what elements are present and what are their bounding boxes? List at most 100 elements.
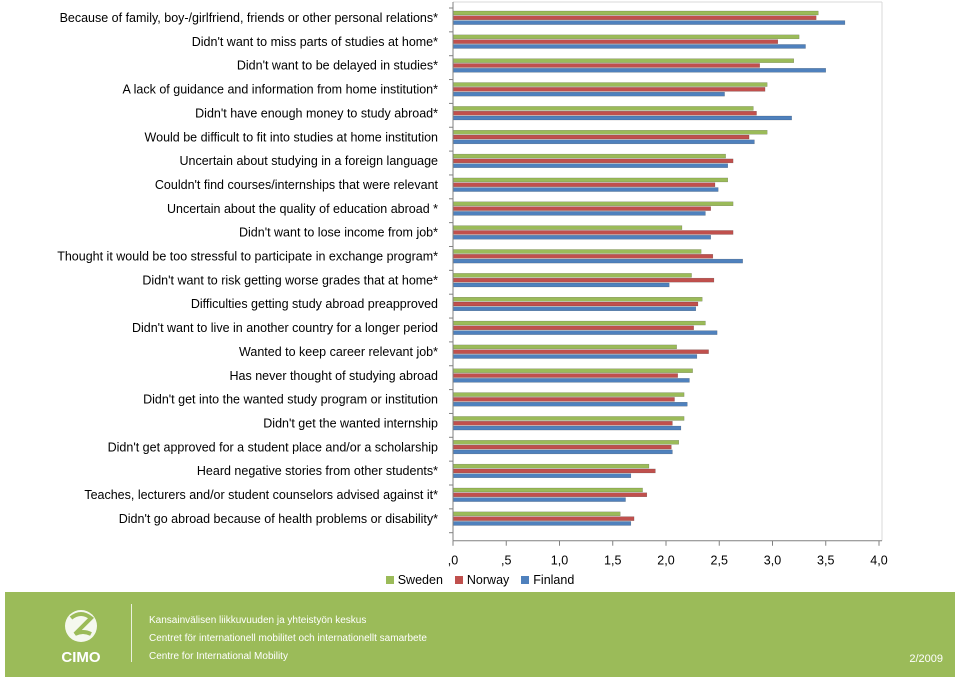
bar-norway-8	[452, 206, 711, 211]
footer-banner: CIMO Kansainvälisen liikkuvuuden ja yhte…	[5, 592, 955, 677]
category-label-0: Because of family, boy-/girlfriend, frie…	[60, 11, 439, 25]
bar-norway-21	[452, 516, 635, 521]
category-label-21: Didn't go abroad because of health probl…	[119, 512, 438, 526]
bar-finland-1	[452, 44, 806, 49]
cimo-logo-text: CIMO	[61, 649, 100, 666]
category-label-4: Didn't have enough money to study abroad…	[195, 106, 438, 120]
bar-norway-5	[452, 134, 750, 140]
bar-sweden-3	[452, 82, 768, 87]
bar-sweden-7	[452, 177, 728, 183]
bar-sweden-0	[452, 10, 819, 16]
bar-finland-5	[452, 139, 755, 145]
bar-finland-14	[452, 354, 698, 359]
bar-finland-8	[452, 211, 706, 216]
category-label-14: Wanted to keep career relevant job*	[239, 345, 438, 359]
x-tick-label-4: 2,0	[657, 554, 674, 568]
category-label-5: Would be difficult to fit into studies a…	[145, 130, 438, 144]
bar-sweden-17	[452, 416, 685, 421]
x-tick-label-2: 1,0	[551, 554, 568, 568]
footer-line-swedish: Centret för internationell mobilitet och…	[149, 633, 427, 644]
category-label-18: Didn't get approved for a student place …	[108, 440, 438, 454]
bar-sweden-12	[452, 297, 703, 302]
bar-norway-15	[452, 373, 678, 378]
category-label-7: Couldn't find courses/internships that w…	[155, 178, 439, 192]
x-tick-label-1: ,5	[501, 554, 511, 568]
bar-sweden-9	[452, 225, 683, 230]
legend-item-finland: Finland	[521, 573, 574, 587]
bar-sweden-18	[452, 440, 679, 445]
bar-sweden-4	[452, 106, 754, 111]
bar-sweden-13	[452, 320, 706, 326]
bar-finland-10	[452, 258, 743, 264]
bar-sweden-11	[452, 273, 692, 278]
bar-norway-1	[452, 39, 779, 44]
bar-finland-13	[452, 330, 718, 335]
x-tick-label-0: ,0	[448, 554, 458, 568]
bar-norway-14	[452, 349, 709, 354]
bar-sweden-1	[452, 34, 800, 40]
bar-finland-20	[452, 497, 626, 502]
legend-label-sweden: Sweden	[397, 573, 443, 587]
bar-finland-18	[452, 449, 673, 455]
x-tick-label-8: 4,0	[870, 554, 887, 568]
legend-label-norway: Norway	[466, 573, 510, 587]
bar-norway-3	[452, 87, 766, 92]
cimo-logo-icon: CIMO	[61, 610, 101, 666]
category-label-9: Didn't want to lose income from job*	[239, 226, 438, 240]
bar-sweden-14	[452, 344, 677, 350]
x-tick-label-3: 1,5	[604, 554, 621, 568]
category-label-1: Didn't want to miss parts of studies at …	[192, 35, 438, 49]
category-label-16: Didn't get into the wanted study program…	[143, 393, 438, 407]
bar-norway-12	[452, 301, 699, 307]
category-label-6: Uncertain about studying in a foreign la…	[179, 154, 438, 168]
bar-finland-6	[452, 163, 728, 168]
footer-organization: Kansainvälisen liikkuvuuden ja yhteistyö…	[149, 612, 427, 666]
bar-sweden-2	[452, 58, 794, 63]
bar-finland-16	[452, 402, 688, 407]
legend-swatch-norway	[454, 576, 463, 584]
bar-finland-3	[452, 91, 725, 97]
footer-line-finnish: Kansainvälisen liikkuvuuden ja yhteistyö…	[149, 615, 367, 626]
bar-norway-7	[452, 182, 716, 187]
cimo-logo: CIMO	[45, 604, 117, 666]
bar-sweden-19	[452, 463, 650, 469]
footer-date: 2/2009	[909, 653, 943, 665]
x-tick-label-6: 3,0	[764, 554, 781, 568]
legend-item-sweden: Sweden	[385, 573, 443, 587]
bar-norway-19	[452, 468, 656, 474]
bar-norway-20	[452, 492, 648, 497]
category-label-12: Difficulties getting study abroad preapp…	[191, 297, 438, 311]
bar-finland-2	[452, 68, 826, 73]
bar-sweden-16	[452, 392, 685, 397]
bar-sweden-20	[452, 487, 643, 493]
bar-sweden-5	[452, 130, 768, 135]
bar-sweden-15	[452, 368, 693, 373]
bar-norway-2	[452, 63, 760, 68]
category-label-8: Uncertain about the quality of education…	[167, 202, 438, 216]
bar-norway-4	[452, 110, 757, 116]
bar-norway-10	[452, 254, 714, 259]
legend-label-finland: Finland	[533, 573, 575, 587]
legend-swatch-finland	[521, 576, 530, 584]
bar-chart: Because of family, boy-/girlfriend, frie…	[57, 1, 888, 568]
bar-sweden-21	[452, 511, 621, 517]
bar-sweden-8	[452, 201, 734, 207]
category-label-17: Didn't get the wanted internship	[263, 416, 438, 430]
bar-norway-11	[452, 277, 715, 283]
category-label-11: Didn't want to risk getting worse grades…	[142, 273, 438, 287]
bar-finland-15	[452, 378, 690, 383]
bar-finland-17	[452, 425, 682, 431]
bar-sweden-6	[452, 153, 726, 159]
bar-norway-9	[452, 230, 734, 235]
legend-swatch-sweden	[385, 576, 394, 584]
bar-finland-11	[452, 282, 670, 288]
bar-norway-18	[452, 444, 672, 450]
bar-sweden-10	[452, 249, 702, 254]
footer-line-english: Centre for International Mobility	[149, 651, 288, 662]
legend-item-norway: Norway	[454, 573, 510, 587]
footer-divider	[131, 604, 132, 662]
category-label-15: Has never thought of studying abroad	[230, 369, 439, 383]
category-label-3: A lack of guidance and information from …	[123, 83, 439, 97]
category-label-19: Heard negative stories from other studen…	[197, 464, 438, 478]
bar-finland-21	[452, 521, 632, 526]
